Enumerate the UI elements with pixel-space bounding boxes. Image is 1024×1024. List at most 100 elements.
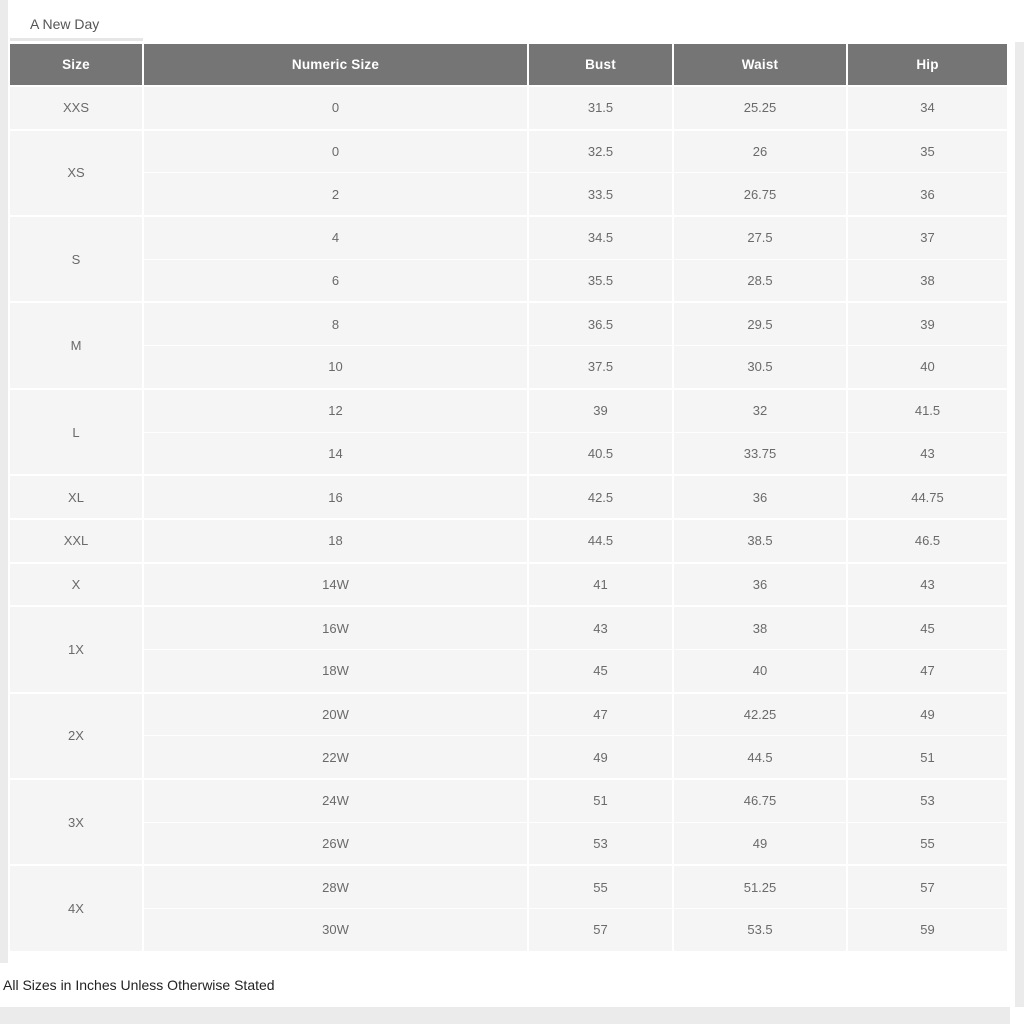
bust-cell: 53 — [527, 821, 673, 866]
size-cell: M — [10, 301, 143, 389]
numeric-size-cell: 10 — [142, 345, 528, 389]
size-cell: 2X — [10, 691, 143, 779]
numeric-size-cell: 0 — [142, 128, 528, 173]
size-cell: 3X — [10, 777, 143, 866]
hip-cell: 59 — [846, 908, 1007, 951]
hip-cell: 35 — [846, 128, 1007, 173]
size-cell: XS — [10, 128, 143, 217]
table-row: L 12 39 32 41.5 — [10, 387, 1007, 476]
size-cell: 1X — [10, 605, 143, 693]
brand-tab-underline — [10, 38, 143, 41]
size-chart-table: Size Numeric Size Bust Waist Hip XXS 0 31.… — [10, 44, 1007, 951]
hip-cell: 43 — [846, 431, 1007, 476]
waist-cell: 27.5 — [672, 215, 847, 260]
table-row: 22W 49 44.5 51 — [10, 735, 1007, 779]
hip-cell: 49 — [846, 691, 1007, 736]
size-cell: XXS — [10, 85, 143, 130]
page-edge-strip-left — [0, 0, 8, 963]
numeric-size-cell: 16W — [142, 605, 528, 650]
table-row: XL 16 42.5 36 44.75 — [10, 474, 1007, 519]
numeric-size-cell: 30W — [142, 908, 528, 951]
hip-cell: 44.75 — [846, 474, 1007, 519]
bust-cell: 39 — [527, 387, 673, 432]
numeric-size-cell: 24W — [142, 777, 528, 823]
column-header-numeric-size: Numeric Size — [142, 44, 528, 86]
column-header-hip: Hip — [846, 44, 1007, 86]
table-row: 2 33.5 26.75 36 — [10, 172, 1007, 217]
table-row: S 4 34.5 27.5 37 — [10, 215, 1007, 303]
column-header-size: Size — [10, 44, 143, 86]
bust-cell: 34.5 — [527, 215, 673, 260]
page-edge-strip-right — [1015, 42, 1024, 1007]
hip-cell: 39 — [846, 301, 1007, 346]
bust-cell: 57 — [527, 908, 673, 951]
column-header-waist: Waist — [672, 44, 847, 86]
waist-cell: 40 — [672, 648, 847, 693]
waist-cell: 36 — [672, 474, 847, 519]
waist-cell: 29.5 — [672, 301, 847, 346]
hip-cell: 47 — [846, 648, 1007, 693]
waist-cell: 30.5 — [672, 345, 847, 389]
bust-cell: 47 — [527, 691, 673, 736]
hip-cell: 46.5 — [846, 517, 1007, 563]
hip-cell: 55 — [846, 821, 1007, 866]
numeric-size-cell: 14W — [142, 561, 528, 607]
bust-cell: 31.5 — [527, 85, 673, 130]
bust-cell: 44.5 — [527, 517, 673, 563]
numeric-size-cell: 12 — [142, 387, 528, 432]
size-cell: 4X — [10, 864, 143, 951]
waist-cell: 38.5 — [672, 517, 847, 563]
table-row: XXS 0 31.5 25.25 34 — [10, 85, 1007, 130]
waist-cell: 28.5 — [672, 258, 847, 303]
hip-cell: 40 — [846, 345, 1007, 389]
waist-cell: 42.25 — [672, 691, 847, 736]
numeric-size-cell: 22W — [142, 735, 528, 779]
page-edge-strip-bottom — [0, 1007, 1010, 1024]
hip-cell: 36 — [846, 172, 1007, 217]
bust-cell: 41 — [527, 561, 673, 607]
size-cell: L — [10, 387, 143, 476]
bust-cell: 36.5 — [527, 301, 673, 346]
table-row: 26W 53 49 55 — [10, 821, 1007, 866]
hip-cell: 41.5 — [846, 387, 1007, 432]
bust-cell: 33.5 — [527, 172, 673, 217]
hip-cell: 43 — [846, 561, 1007, 607]
table-row: 30W 57 53.5 59 — [10, 908, 1007, 951]
table-row: 14 40.5 33.75 43 — [10, 431, 1007, 476]
size-cell: XL — [10, 474, 143, 519]
numeric-size-cell: 18 — [142, 517, 528, 563]
brand-tab-label: A New Day — [30, 16, 100, 32]
numeric-size-cell: 0 — [142, 85, 528, 130]
waist-cell: 46.75 — [672, 777, 847, 823]
waist-cell: 32 — [672, 387, 847, 432]
size-chart-body: XXS 0 31.5 25.25 34 XS 0 32.5 26 35 2 33.5 26.75 36 S 4… — [10, 85, 1007, 951]
table-row: 10 37.5 30.5 40 — [10, 345, 1007, 389]
bust-cell: 32.5 — [527, 128, 673, 173]
numeric-size-cell: 8 — [142, 301, 528, 346]
size-cell: S — [10, 215, 143, 303]
table-row: 4X 28W 55 51.25 57 — [10, 864, 1007, 951]
table-row: 6 35.5 28.5 38 — [10, 258, 1007, 303]
numeric-size-cell: 18W — [142, 648, 528, 693]
hip-cell: 51 — [846, 735, 1007, 779]
waist-cell: 36 — [672, 561, 847, 607]
table-row: 18W 45 40 47 — [10, 648, 1007, 693]
numeric-size-cell: 28W — [142, 864, 528, 909]
hip-cell: 38 — [846, 258, 1007, 303]
table-row: 3X 24W 51 46.75 53 — [10, 777, 1007, 866]
units-note: All Sizes in Inches Unless Otherwise Sta… — [3, 977, 275, 993]
table-row: XS 0 32.5 26 35 — [10, 128, 1007, 217]
bust-cell: 45 — [527, 648, 673, 693]
numeric-size-cell: 14 — [142, 431, 528, 476]
waist-cell: 25.25 — [672, 85, 847, 130]
waist-cell: 44.5 — [672, 735, 847, 779]
bust-cell: 55 — [527, 864, 673, 909]
brand-tab-a-new-day[interactable]: A New Day — [10, 8, 143, 40]
bust-cell: 37.5 — [527, 345, 673, 389]
table-row: 2X 20W 47 42.25 49 — [10, 691, 1007, 779]
bust-cell: 40.5 — [527, 431, 673, 476]
table-row: X 14W 41 36 43 — [10, 561, 1007, 607]
waist-cell: 26.75 — [672, 172, 847, 217]
waist-cell: 26 — [672, 128, 847, 173]
waist-cell: 49 — [672, 821, 847, 866]
